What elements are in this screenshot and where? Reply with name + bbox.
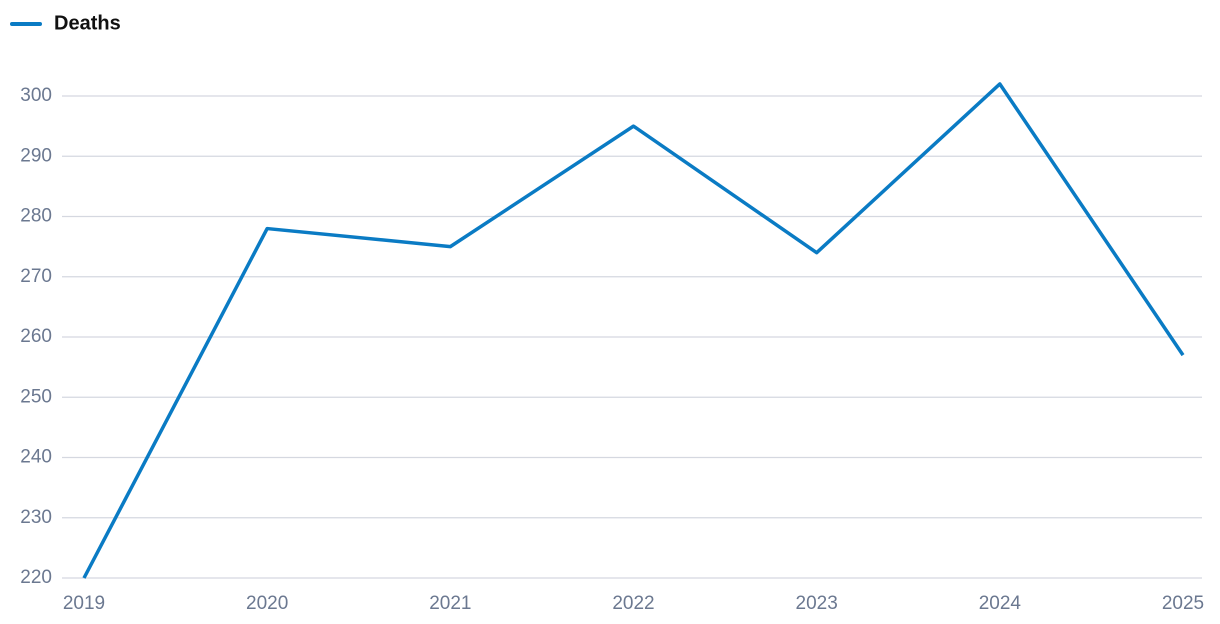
y-tick-label: 250 (20, 386, 52, 407)
y-tick-label: 230 (20, 507, 52, 528)
x-tick-label: 2023 (796, 593, 838, 614)
x-tick-label: 2022 (612, 593, 654, 614)
y-tick-label: 290 (20, 145, 52, 166)
y-tick-label: 270 (20, 266, 52, 287)
y-tick-label: 260 (20, 326, 52, 347)
y-tick-label: 220 (20, 567, 52, 588)
x-tick-label: 2020 (246, 593, 288, 614)
y-tick-label: 240 (20, 447, 52, 468)
x-tick-label: 2021 (429, 593, 471, 614)
y-tick-label: 280 (20, 206, 52, 227)
x-tick-label: 2025 (1162, 593, 1204, 614)
x-tick-label: 2024 (979, 593, 1022, 614)
legend-label: Deaths (54, 12, 121, 34)
data-line (82, 82, 1185, 579)
y-tick-label: 300 (20, 85, 52, 106)
x-tick-label: 2019 (63, 593, 105, 614)
